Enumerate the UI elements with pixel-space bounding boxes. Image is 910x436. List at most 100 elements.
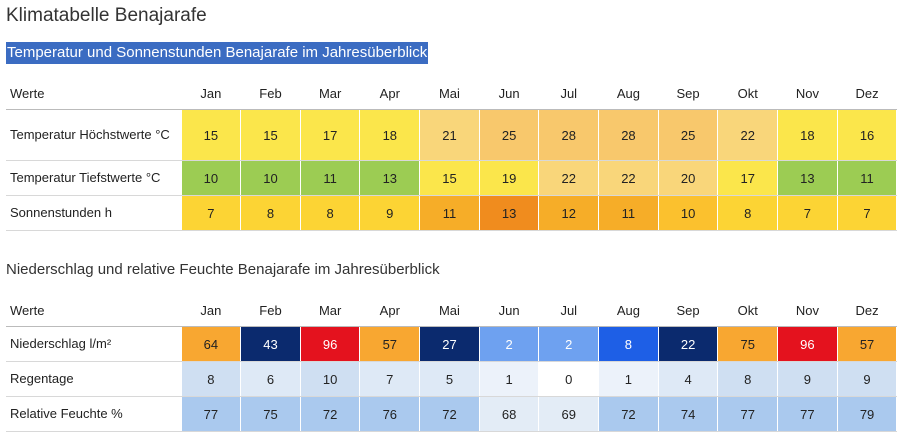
value-cell: 11 xyxy=(837,160,898,196)
value-cell: 8 xyxy=(300,195,361,231)
value-cell: 13 xyxy=(359,160,421,196)
month-header: Okt xyxy=(717,78,779,110)
month-header: Aug xyxy=(598,295,659,327)
month-header: Jul xyxy=(538,295,600,327)
value-cell: 4 xyxy=(658,361,719,397)
value-cell: 20 xyxy=(658,160,719,196)
month-header: Okt xyxy=(717,295,779,327)
month-header: Mai xyxy=(419,295,480,327)
value-cell: 28 xyxy=(598,109,659,161)
value-cell: 77 xyxy=(717,396,779,432)
value-cell: 17 xyxy=(717,160,779,196)
table-row: Relative Feuchte % 77 75 72 76 72 68 69 … xyxy=(6,396,898,432)
value-cell: 57 xyxy=(837,326,898,362)
month-header: Nov xyxy=(777,78,838,110)
value-cell: 13 xyxy=(479,195,540,231)
value-cell: 77 xyxy=(777,396,838,432)
value-cell: 1 xyxy=(479,361,540,397)
table-row: Temperatur Höchstwerte °C 15 15 17 18 21… xyxy=(6,109,898,161)
value-cell: 2 xyxy=(479,326,540,362)
month-header: Jan xyxy=(181,78,242,110)
value-cell: 68 xyxy=(479,396,540,432)
month-header: Apr xyxy=(359,295,421,327)
value-cell: 96 xyxy=(777,326,838,362)
value-cell: 22 xyxy=(598,160,659,196)
month-header: Dez xyxy=(837,295,898,327)
table-header-row: Werte Jan Feb Mar Apr Mai Jun Jul Aug Se… xyxy=(6,295,898,327)
row-label: Regentage xyxy=(6,361,182,397)
month-header: Jul xyxy=(538,78,600,110)
value-cell: 8 xyxy=(717,361,779,397)
value-cell: 7 xyxy=(181,195,242,231)
temperature-sun-table: Werte Jan Feb Mar Apr Mai Jun Jul Aug Se… xyxy=(6,78,898,231)
month-header: Jun xyxy=(479,295,540,327)
value-cell: 5 xyxy=(419,361,480,397)
month-header: Feb xyxy=(240,295,301,327)
value-cell: 11 xyxy=(419,195,480,231)
header-label: Werte xyxy=(6,78,182,110)
value-cell: 17 xyxy=(300,109,361,161)
value-cell: 22 xyxy=(658,326,719,362)
value-cell: 22 xyxy=(717,109,779,161)
month-header: Apr xyxy=(359,78,421,110)
value-cell: 69 xyxy=(538,396,600,432)
month-header: Mai xyxy=(419,78,480,110)
value-cell: 8 xyxy=(717,195,779,231)
row-label: Relative Feuchte % xyxy=(6,396,182,432)
value-cell: 10 xyxy=(300,361,361,397)
value-cell: 15 xyxy=(240,109,301,161)
value-cell: 72 xyxy=(300,396,361,432)
month-header: Jan xyxy=(181,295,242,327)
value-cell: 7 xyxy=(837,195,898,231)
value-cell: 77 xyxy=(181,396,242,432)
value-cell: 79 xyxy=(837,396,898,432)
row-label: Temperatur Tiefstwerte °C xyxy=(6,160,182,196)
table-header-row: Werte Jan Feb Mar Apr Mai Jun Jul Aug Se… xyxy=(6,78,898,110)
month-header: Nov xyxy=(777,295,838,327)
table-row: Regentage 8 6 10 7 5 1 0 1 4 8 9 9 xyxy=(6,361,898,397)
value-cell: 7 xyxy=(777,195,838,231)
precipitation-humidity-table: Werte Jan Feb Mar Apr Mai Jun Jul Aug Se… xyxy=(6,295,898,432)
value-cell: 1 xyxy=(598,361,659,397)
month-header: Feb xyxy=(240,78,301,110)
month-header: Aug xyxy=(598,78,659,110)
month-header: Jun xyxy=(479,78,540,110)
value-cell: 9 xyxy=(777,361,838,397)
value-cell: 7 xyxy=(359,361,421,397)
value-cell: 12 xyxy=(538,195,600,231)
value-cell: 8 xyxy=(181,361,242,397)
month-header: Dez xyxy=(837,78,898,110)
value-cell: 0 xyxy=(538,361,600,397)
value-cell: 18 xyxy=(777,109,838,161)
month-header: Mar xyxy=(300,295,361,327)
value-cell: 10 xyxy=(240,160,301,196)
value-cell: 25 xyxy=(658,109,719,161)
section-heading-precipitation: Niederschlag und relative Feuchte Benaja… xyxy=(6,261,440,278)
value-cell: 19 xyxy=(479,160,540,196)
row-label: Sonnenstunden h xyxy=(6,195,182,231)
value-cell: 27 xyxy=(419,326,480,362)
month-header: Sep xyxy=(658,295,719,327)
value-cell: 21 xyxy=(419,109,480,161)
value-cell: 15 xyxy=(181,109,242,161)
value-cell: 72 xyxy=(419,396,480,432)
value-cell: 10 xyxy=(181,160,242,196)
value-cell: 16 xyxy=(837,109,898,161)
value-cell: 22 xyxy=(538,160,600,196)
value-cell: 15 xyxy=(419,160,480,196)
value-cell: 9 xyxy=(359,195,421,231)
value-cell: 57 xyxy=(359,326,421,362)
value-cell: 6 xyxy=(240,361,301,397)
row-label: Niederschlag l/m² xyxy=(6,326,182,362)
value-cell: 9 xyxy=(837,361,898,397)
page-title: Klimatabelle Benajarafe xyxy=(6,5,207,26)
section-heading-temperature: Temperatur und Sonnenstunden Benajarafe … xyxy=(6,42,429,64)
header-label: Werte xyxy=(6,295,182,327)
month-header: Mar xyxy=(300,78,361,110)
value-cell: 10 xyxy=(658,195,719,231)
table-row: Niederschlag l/m² 64 43 96 57 27 2 2 8 2… xyxy=(6,326,898,362)
value-cell: 76 xyxy=(359,396,421,432)
value-cell: 8 xyxy=(598,326,659,362)
table-row: Temperatur Tiefstwerte °C 10 10 11 13 15… xyxy=(6,160,898,196)
value-cell: 8 xyxy=(240,195,301,231)
